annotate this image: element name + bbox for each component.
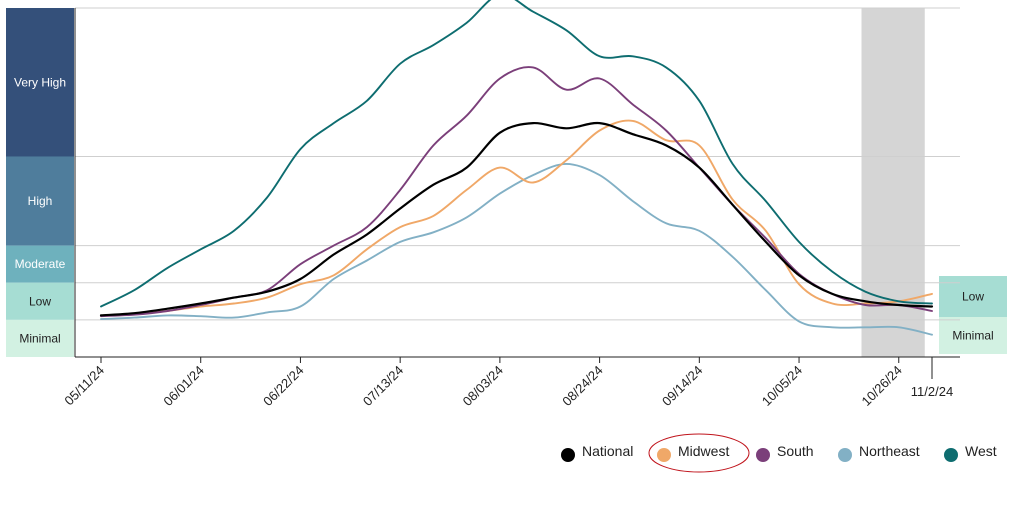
legend-swatch [944, 448, 958, 462]
legend-swatch [561, 448, 575, 462]
x-tick-label: 06/01/24 [160, 363, 206, 409]
right-level-label-minimal: Minimal [952, 329, 993, 343]
series-line-south [100, 66, 933, 318]
legend-item-midwest[interactable]: Midwest [648, 433, 750, 473]
legend-swatch [838, 448, 852, 462]
x-tick-label: 11/2/24 [911, 384, 953, 399]
level-label-high: High [28, 194, 53, 208]
legend-label: Midwest [678, 443, 729, 459]
x-tick-label: 08/03/24 [460, 363, 506, 409]
legend-label: South [777, 443, 814, 459]
level-label-minimal: Minimal [19, 331, 60, 345]
series-line-northeast [100, 162, 933, 336]
legend-swatch [756, 448, 770, 462]
legend-swatch [657, 448, 671, 462]
legend-item-west[interactable]: West [944, 443, 997, 462]
legend-item-northeast[interactable]: Northeast [838, 443, 920, 462]
level-label-moderate: Moderate [15, 257, 66, 271]
x-tick-label: 07/13/24 [360, 363, 406, 409]
legend-highlight-ellipse [648, 433, 750, 473]
level-band-minimal [6, 319, 74, 357]
level-bands: Very High High Moderate Low Minimal Low Minima… [6, 8, 1007, 357]
legend-label: National [582, 443, 633, 459]
legend: National Midwest South Northeast West [561, 433, 997, 473]
legend-item-national[interactable]: National [561, 443, 633, 462]
right-level-band-minimal [939, 317, 1007, 354]
level-label-low: Low [29, 294, 51, 308]
grid-lines [75, 7, 960, 321]
level-band-very-high [6, 8, 74, 157]
x-tick-label: 10/26/24 [858, 363, 904, 409]
series-line-midwest [100, 119, 933, 317]
legend-item-south[interactable]: South [756, 443, 814, 462]
x-tick-label: 06/22/24 [260, 363, 306, 409]
x-tick-label: 05/11/24 [61, 363, 107, 409]
x-tick-label: 09/14/24 [659, 363, 705, 409]
level-band-high [6, 156, 74, 246]
x-tick-label: 10/05/24 [759, 363, 805, 409]
legend-label: Northeast [859, 443, 920, 459]
legend-label: West [965, 443, 997, 459]
right-level-label-low: Low [962, 290, 984, 304]
level-band-low [6, 282, 74, 320]
series-line-west [100, 0, 933, 308]
x-tick-label: 08/24/24 [559, 363, 605, 409]
series-lines [99, 0, 934, 336]
x-axis: 05/11/24 06/01/24 06/22/24 07/13/24 08/03/24… [61, 8, 960, 409]
series-line-national [99, 121, 934, 317]
level-label-very-high: Very High [14, 75, 66, 89]
level-band-moderate [6, 245, 74, 283]
